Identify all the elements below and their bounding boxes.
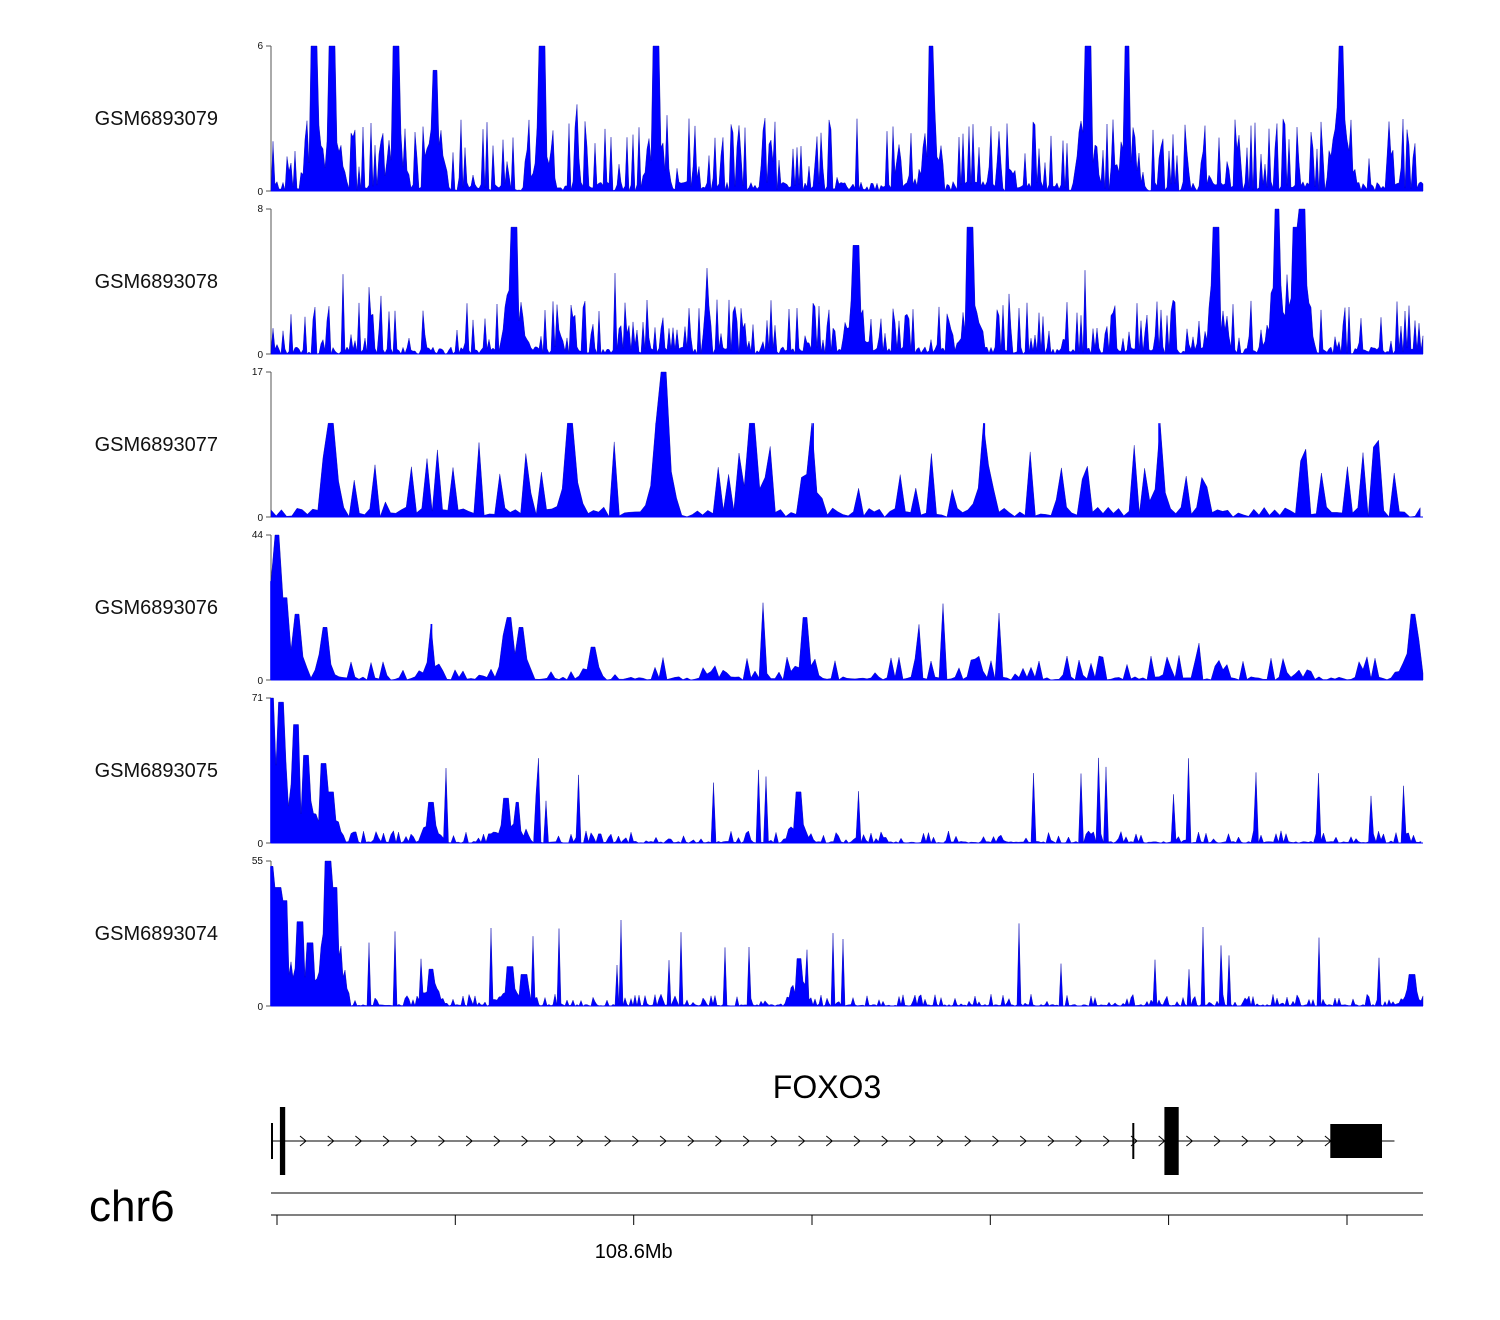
y-tick-label-max: 17 [252,367,264,378]
track-GSM6893077: GSM6893077 17 0 [95,367,1423,524]
strand-arrow [853,1135,861,1147]
strand-arrow [715,1135,723,1147]
axis-tick-label: 108.6Mb [595,1241,673,1263]
y-tick-label-zero: 0 [257,839,263,850]
track-label: GSM6893078 [95,271,218,293]
y-tick-label-zero: 0 [257,676,263,687]
strand-arrow [493,1135,501,1147]
track-label: GSM6893077 [95,434,218,456]
strand-arrow [382,1135,390,1147]
strand-arrow [299,1135,307,1147]
y-tick-label-max: 6 [257,41,263,52]
strand-arrow [881,1135,889,1147]
track-GSM6893075: GSM6893075 71 0 [95,693,1423,850]
track-label: GSM6893075 [95,760,218,782]
coverage-area [270,860,1424,1007]
strand-arrow [632,1135,640,1147]
strand-arrow [1296,1135,1304,1147]
strand-arrow [1075,1135,1083,1147]
strand-arrow [521,1135,529,1147]
exon-3 [1164,1107,1179,1175]
coverage-area [270,371,1421,518]
y-tick-label-zero: 0 [257,1002,263,1013]
strand-arrow [1019,1135,1027,1147]
strand-arrow [576,1135,584,1147]
track-GSM6893074: GSM6893074 55 0 [95,856,1424,1013]
y-tick-label-max: 44 [252,530,264,541]
genome-axis: 108.6Mb chr6 [89,1182,1423,1263]
strand-arrow [687,1135,695,1147]
strand-arrow [798,1135,806,1147]
exon-1 [279,1107,286,1175]
y-tick-label-max: 8 [257,204,263,215]
strand-arrow [659,1135,667,1147]
strand-arrow [1269,1135,1277,1147]
coverage-area [270,697,1422,844]
strand-arrow [1102,1135,1111,1147]
strand-arrow [1241,1135,1249,1147]
strand-arrow [742,1135,750,1147]
gene-annotation-track: FOXO3 [271,1069,1395,1175]
strand-arrow [438,1135,446,1147]
y-tick-label-zero: 0 [257,350,263,361]
strand-arrow [992,1135,1000,1147]
y-tick-label-max: 71 [252,693,264,704]
strand-arrow [770,1135,778,1147]
strand-arrow [548,1135,557,1147]
exon-4 [1330,1124,1382,1158]
exon-0 [271,1123,273,1159]
strand-arrow [936,1135,944,1147]
track-GSM6893079: GSM6893079 6 0 [95,41,1424,198]
y-tick-label-zero: 0 [257,187,263,198]
gene-name-label: FOXO3 [773,1069,881,1105]
strand-arrow [909,1135,917,1147]
y-tick-label-max: 55 [252,856,264,867]
strand-arrow [410,1135,418,1147]
track-label: GSM6893079 [95,108,218,130]
coverage-tracks: GSM689307960GSM689307880GSM6893077170GSM… [95,41,1424,1013]
strand-arrow [1213,1135,1221,1147]
strand-arrow [1186,1135,1194,1147]
exon-2 [1132,1123,1135,1159]
track-GSM6893078: GSM6893078 8 0 [95,204,1424,361]
strand-arrow [825,1135,834,1147]
coverage-area [270,45,1424,192]
y-tick-label-zero: 0 [257,513,263,524]
track-label: GSM6893074 [95,923,218,945]
chromosome-label: chr6 [89,1182,175,1231]
strand-arrow [327,1135,335,1147]
coverage-area [270,534,1424,681]
coverage-area [270,208,1424,355]
strand-arrow [465,1135,473,1147]
strand-arrow [355,1135,363,1147]
track-label: GSM6893076 [95,597,218,619]
strand-arrow [964,1135,972,1147]
strand-arrow [1047,1135,1055,1147]
track-GSM6893076: GSM6893076 44 0 [95,530,1424,687]
strand-arrow [604,1135,612,1147]
